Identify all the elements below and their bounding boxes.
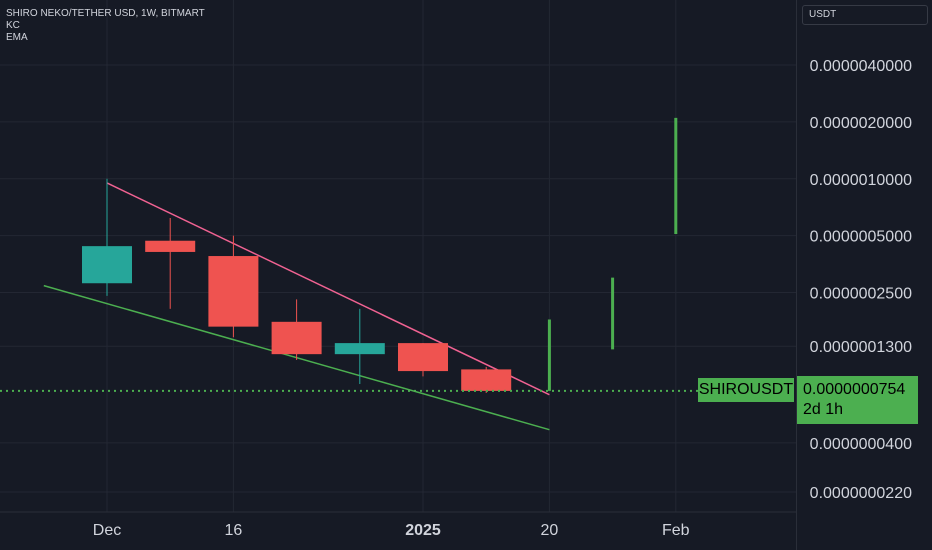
candle-body bbox=[461, 369, 512, 391]
y-tick-label: 0.0000000400 bbox=[810, 436, 912, 453]
candle-body bbox=[208, 256, 259, 327]
candle bbox=[145, 218, 196, 309]
indicator-ema[interactable]: EMA bbox=[6, 32, 28, 43]
x-tick-label: 2025 bbox=[405, 522, 441, 539]
candles bbox=[82, 178, 512, 394]
time-axis[interactable]: Dec 16 2025 20 Feb bbox=[93, 522, 690, 539]
last-price-tag: 0.0000000754 2d 1h bbox=[797, 376, 918, 424]
candle bbox=[82, 178, 132, 296]
bar-countdown: 2d 1h bbox=[803, 401, 844, 418]
price-axis[interactable]: 0.0000040000 0.0000020000 0.0000010000 0.00… bbox=[810, 58, 912, 502]
y-tick-label: 0.0000010000 bbox=[810, 172, 912, 189]
x-tick-label: Feb bbox=[662, 522, 690, 539]
axis-separator bbox=[796, 0, 797, 550]
symbol-title[interactable]: SHIRO NEKO/TETHER USD, 1W, BITMART bbox=[6, 8, 205, 19]
y-tick-label: 0.0000020000 bbox=[810, 115, 912, 132]
y-tick-label: 0.0000002500 bbox=[810, 286, 912, 303]
last-price-value: 0.0000000754 bbox=[803, 381, 906, 398]
candle bbox=[461, 366, 512, 394]
currency-label: USDT bbox=[809, 9, 837, 20]
candle bbox=[208, 235, 259, 338]
candle-body bbox=[334, 343, 385, 355]
candle-body bbox=[398, 343, 448, 372]
symbol-tag-label: SHIROUSDT bbox=[698, 381, 794, 398]
candle-body bbox=[271, 321, 322, 355]
currency-selector[interactable]: USDT bbox=[802, 5, 928, 25]
candle-body bbox=[82, 246, 132, 284]
y-tick-label: 0.0000001300 bbox=[810, 339, 912, 356]
candle bbox=[271, 299, 322, 360]
x-tick-label: 16 bbox=[225, 522, 243, 539]
symbol-price-tag: SHIROUSDT bbox=[698, 378, 794, 402]
x-tick-label: 20 bbox=[541, 522, 559, 539]
projection-bars bbox=[547, 117, 678, 391]
y-tick-label: 0.0000000220 bbox=[810, 485, 912, 502]
trendline-resistance bbox=[106, 182, 550, 396]
indicator-kc[interactable]: KC bbox=[6, 20, 20, 31]
candle-body bbox=[145, 240, 196, 252]
x-tick-label: Dec bbox=[93, 522, 121, 539]
candle bbox=[398, 343, 448, 377]
chart-legend: SHIRO NEKO/TETHER USD, 1W, BITMART KC EM… bbox=[6, 8, 205, 44]
y-tick-label: 0.0000005000 bbox=[810, 229, 912, 246]
candle bbox=[334, 308, 385, 385]
y-tick-label: 0.0000040000 bbox=[810, 58, 912, 75]
